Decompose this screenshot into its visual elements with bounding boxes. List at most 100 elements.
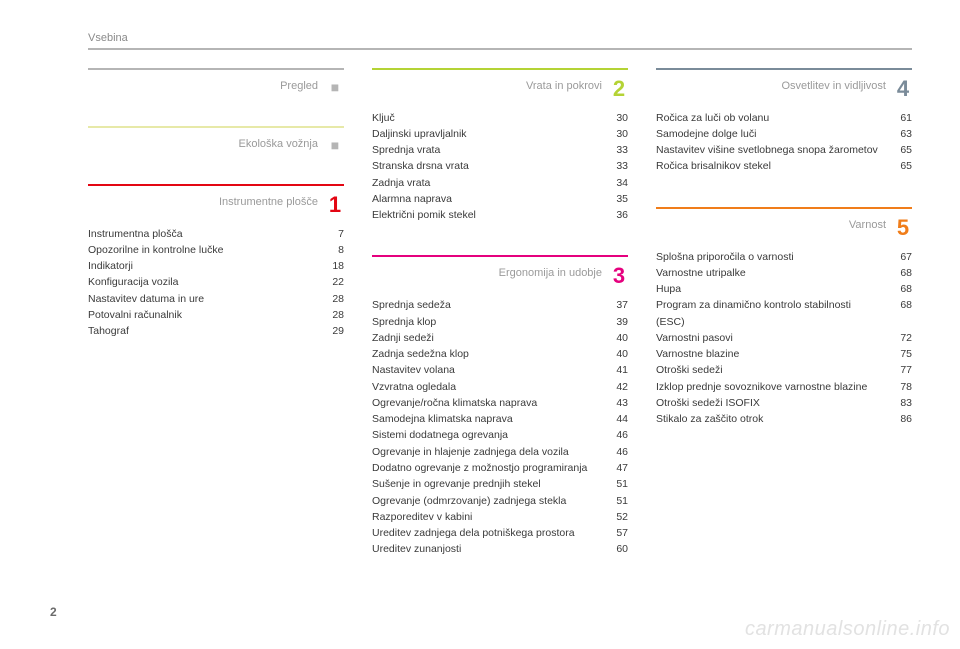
toc-row: Stikalo za zaščito otrok 86 [656,411,912,427]
toc-list: Ključ30Daljinski upravljalnik30Sprednja … [372,110,628,224]
section-title: Ekološka vožnja [88,136,318,150]
toc-item-label: Varnostne blazine [656,346,880,362]
toc-row: Nastavitev višine svetlobnega snopa žaro… [656,142,912,158]
toc-section: Ekološka vožnja ■ [88,126,344,152]
toc-item-label: Instrumentna plošča [88,226,312,242]
toc-item-page: 39 [604,314,628,330]
section-title: Osvetlitev in vidljivost [656,78,886,92]
toc-item-label: Ureditev zunanjosti [372,541,596,557]
toc-item-label: Ureditev zadnjega dela potniškega prosto… [372,525,596,541]
toc-row: Sprednja vrata33 [372,142,628,158]
section-rule [656,68,912,70]
section-rule [88,184,344,186]
toc-item-page: 65 [888,158,912,174]
toc-item-label: Stikalo za zaščito otrok [656,411,880,427]
toc-item-page: 68 [888,265,912,281]
toc-item-page: 57 [604,525,628,541]
toc-item-page: 40 [604,330,628,346]
toc-item-label: Izklop prednje sovoznikove varnostne bla… [656,379,880,395]
toc-item-label: Splošna priporočila o varnosti [656,249,880,265]
toc-item-page: 63 [888,126,912,142]
section-heading: Ekološka vožnja ■ [88,136,344,152]
toc-item-label: Električni pomik stekel [372,207,596,223]
toc-row: Varnostni pasovi 72 [656,330,912,346]
toc-row: Samodejna klimatska naprava44 [372,411,628,427]
toc-item-page: 33 [604,158,628,174]
section-rule [88,126,344,128]
toc-section: Varnost5 Splošna priporočila o varnosti 67… [656,207,912,428]
toc-row: Električni pomik stekel36 [372,207,628,223]
toc-item-page: 67 [888,249,912,265]
toc-item-label: Ključ [372,110,596,126]
toc-item-page: 8 [320,242,344,258]
toc-section: Vrata in pokrovi 2 Ključ30Daljinski upravl… [372,68,628,224]
toc-item-label: Indikatorji [88,258,312,274]
toc-item-page: 72 [888,330,912,346]
toc-row: Nastavitev volana41 [372,362,628,378]
section-heading: Varnost5 [656,217,912,239]
section-number: 1 [326,194,344,216]
toc-item-label: Sprednja vrata [372,142,596,158]
toc-section: Pregled■ [88,68,344,94]
toc-item-label: Program za dinamično kontrolo stabilnost… [656,297,880,330]
toc-row: Opozorilne in kontrolne lučke8 [88,242,344,258]
header-rule [88,48,912,50]
toc-row: Zadnja sedežna klop40 [372,346,628,362]
toc-item-label: Varnostni pasovi [656,330,880,346]
section-rule [372,68,628,70]
toc-item-label: Hupa [656,281,880,297]
toc-row: Stranska drsna vrata 33 [372,158,628,174]
toc-row: Samodejne dolge luči63 [656,126,912,142]
toc-item-label: Tahograf [88,323,312,339]
toc-item-page: 42 [604,379,628,395]
toc-row: Ogrevanje/ročna klimatska naprava 43 [372,395,628,411]
toc-column: Vrata in pokrovi 2 Ključ30Daljinski upravl… [372,68,628,590]
toc-row: Otroški sedeži77 [656,362,912,378]
toc-item-page: 61 [888,110,912,126]
toc-item-label: Nastavitev višine svetlobnega snopa žaro… [656,142,880,158]
toc-item-page: 46 [604,427,628,443]
section-number: 4 [894,78,912,100]
toc-item-label: Samodejna klimatska naprava [372,411,596,427]
toc-item-page: 47 [604,460,628,476]
toc-row: Zadnji sedeži40 [372,330,628,346]
toc-columns: Pregled■ Ekološka vožnja ■ Instrumentne plo… [88,68,912,590]
toc-row: Hupa 68 [656,281,912,297]
toc-item-label: Varnostne utripalke [656,265,880,281]
toc-item-label: Sprednja klop [372,314,596,330]
toc-item-label: Zadnja vrata [372,175,596,191]
section-number: 5 [894,217,912,239]
toc-item-label: Stranska drsna vrata [372,158,596,174]
watermark: carmanualsonline.info [745,618,950,641]
toc-section: Instrumentne plošče 1 Instrumentna plošča 7… [88,184,344,340]
toc-item-page: 68 [888,281,912,297]
toc-item-label: Vzvratna ogledala [372,379,596,395]
toc-item-page: 52 [604,509,628,525]
section-rule [88,68,344,70]
section-heading: Instrumentne plošče 1 [88,194,344,216]
toc-item-page: 46 [604,444,628,460]
toc-item-page: 68 [888,297,912,330]
section-marker-dot: ■ [326,78,344,94]
toc-list: Ročica za luči ob volanu61Samodejne dolg… [656,110,912,175]
toc-item-label: Ogrevanje (odmrzovanje) zadnjega stekla [372,493,596,509]
toc-row: Sprednja sedeža37 [372,297,628,313]
toc-item-page: 43 [604,395,628,411]
section-marker-dot: ■ [326,136,344,152]
toc-row: Program za dinamično kontrolo stabilnost… [656,297,912,330]
toc-row: Vzvratna ogledala 42 [372,379,628,395]
toc-item-label: Sušenje in ogrevanje prednjih stekel [372,476,596,492]
toc-item-label: Razporeditev v kabini [372,509,596,525]
section-number: 2 [610,78,628,100]
toc-item-label: Alarmna naprava [372,191,596,207]
toc-item-label: Ogrevanje/ročna klimatska naprava [372,395,596,411]
section-title: Vrata in pokrovi [372,78,602,92]
section-title: Ergonomija in udobje [372,265,602,279]
toc-item-page: 28 [320,307,344,323]
section-title: Instrumentne plošče [88,194,318,208]
toc-row: Izklop prednje sovoznikove varnostne bla… [656,379,912,395]
toc-row: Instrumentna plošča 7 [88,226,344,242]
toc-row: Dodatno ogrevanje z možnostjo programira… [372,460,628,476]
toc-item-page: 86 [888,411,912,427]
toc-item-page: 7 [320,226,344,242]
